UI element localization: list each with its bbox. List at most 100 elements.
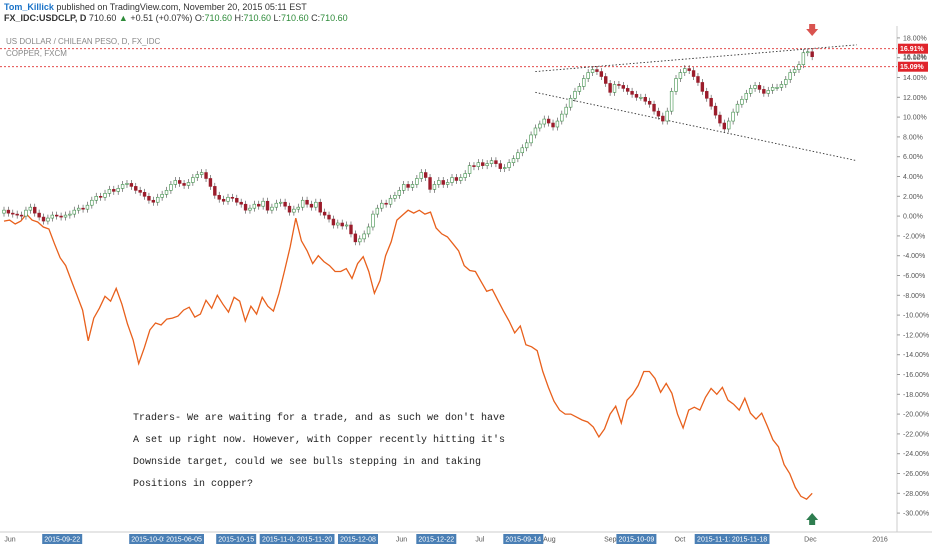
- candle[interactable]: [208, 178, 213, 187]
- candle[interactable]: [529, 134, 533, 144]
- candle[interactable]: [797, 64, 801, 70]
- candle[interactable]: [243, 203, 248, 211]
- candle[interactable]: [292, 208, 296, 213]
- candle[interactable]: [687, 68, 691, 71]
- candle[interactable]: [300, 199, 305, 208]
- candle[interactable]: [362, 233, 366, 240]
- candle[interactable]: [125, 183, 129, 185]
- candle[interactable]: [415, 178, 419, 185]
- candle[interactable]: [546, 118, 551, 124]
- candle[interactable]: [516, 152, 520, 159]
- candle[interactable]: [164, 190, 169, 195]
- candle[interactable]: [19, 214, 24, 217]
- candle[interactable]: [274, 202, 279, 208]
- candle[interactable]: [608, 83, 612, 93]
- candle[interactable]: [735, 103, 740, 113]
- candle[interactable]: [380, 202, 384, 209]
- candle[interactable]: [177, 180, 182, 184]
- candle[interactable]: [564, 106, 568, 115]
- candle[interactable]: [270, 206, 274, 211]
- candle[interactable]: [669, 91, 674, 112]
- candle[interactable]: [120, 184, 125, 189]
- candle[interactable]: [98, 196, 103, 198]
- candle[interactable]: [625, 88, 630, 92]
- candle[interactable]: [792, 69, 797, 73]
- legend-copper[interactable]: COPPER, FXCM: [6, 49, 67, 58]
- candle[interactable]: [599, 71, 604, 77]
- candle[interactable]: [226, 196, 230, 202]
- candle[interactable]: [156, 196, 160, 203]
- candle[interactable]: [463, 173, 467, 178]
- candle[interactable]: [142, 192, 147, 197]
- candle[interactable]: [340, 222, 344, 227]
- candle[interactable]: [459, 177, 463, 181]
- candle[interactable]: [182, 183, 186, 186]
- candle[interactable]: [779, 84, 784, 88]
- candle[interactable]: [423, 172, 428, 178]
- candle[interactable]: [46, 217, 50, 222]
- candle[interactable]: [472, 165, 476, 167]
- candle[interactable]: [283, 201, 287, 207]
- candle[interactable]: [406, 184, 410, 188]
- candle[interactable]: [204, 172, 208, 179]
- candle[interactable]: [336, 222, 340, 226]
- candle[interactable]: [524, 142, 529, 149]
- candle[interactable]: [757, 85, 762, 90]
- candle[interactable]: [652, 103, 656, 112]
- candle[interactable]: [766, 90, 770, 94]
- candle[interactable]: [147, 196, 151, 201]
- candle[interactable]: [770, 87, 775, 91]
- candle[interactable]: [309, 203, 314, 208]
- candle[interactable]: [740, 98, 744, 105]
- candle[interactable]: [138, 190, 142, 193]
- candle[interactable]: [503, 167, 507, 169]
- candle[interactable]: [410, 184, 415, 188]
- candle[interactable]: [511, 158, 516, 163]
- candle[interactable]: [393, 195, 397, 199]
- candle[interactable]: [727, 120, 731, 130]
- candle[interactable]: [639, 97, 643, 99]
- candle[interactable]: [116, 188, 120, 192]
- candle[interactable]: [647, 100, 652, 105]
- candle[interactable]: [305, 199, 309, 205]
- candle[interactable]: [221, 198, 226, 202]
- candle[interactable]: [467, 165, 472, 174]
- candle[interactable]: [375, 207, 380, 215]
- candle[interactable]: [489, 160, 494, 164]
- candle[interactable]: [806, 51, 810, 54]
- candle[interactable]: [318, 201, 322, 213]
- candle[interactable]: [621, 85, 626, 89]
- candle[interactable]: [169, 184, 173, 191]
- candle[interactable]: [604, 76, 608, 84]
- candle[interactable]: [151, 199, 156, 203]
- candle[interactable]: [173, 180, 177, 185]
- candle[interactable]: [801, 52, 806, 65]
- candle[interactable]: [683, 68, 687, 73]
- candle[interactable]: [191, 177, 195, 183]
- copper-series-line[interactable]: [3, 209, 813, 500]
- candle[interactable]: [160, 194, 164, 198]
- candle[interactable]: [72, 209, 76, 215]
- candle[interactable]: [709, 97, 713, 107]
- author-link[interactable]: Tom_Killick: [4, 2, 54, 12]
- candle[interactable]: [59, 215, 63, 218]
- candle[interactable]: [63, 214, 68, 218]
- trend-line[interactable]: [535, 44, 857, 73]
- candle[interactable]: [401, 184, 406, 191]
- candle[interactable]: [617, 84, 621, 86]
- candle[interactable]: [612, 84, 617, 93]
- candle[interactable]: [287, 205, 292, 213]
- candle[interactable]: [643, 97, 647, 102]
- candle[interactable]: [296, 206, 300, 210]
- candle[interactable]: [595, 69, 599, 72]
- candle[interactable]: [41, 216, 46, 222]
- candle[interactable]: [213, 186, 217, 196]
- candle[interactable]: [314, 201, 318, 208]
- candle[interactable]: [239, 201, 243, 205]
- candle[interactable]: [103, 193, 107, 198]
- candle[interactable]: [551, 122, 555, 128]
- candle[interactable]: [112, 189, 116, 192]
- candle[interactable]: [555, 120, 560, 128]
- candle[interactable]: [327, 214, 331, 220]
